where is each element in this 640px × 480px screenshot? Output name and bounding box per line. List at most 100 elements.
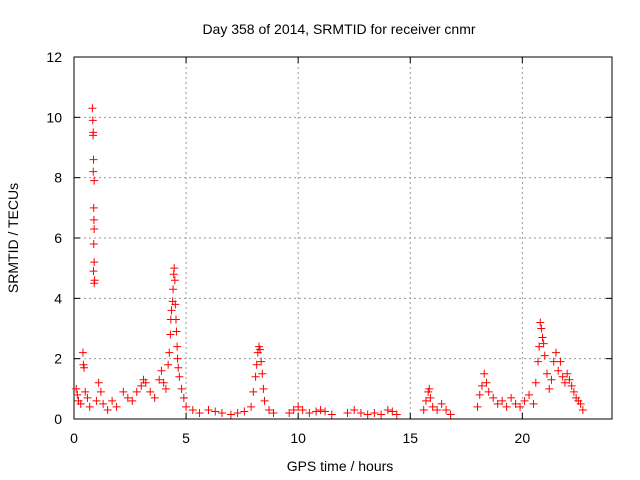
data-point	[175, 372, 184, 381]
data-point	[164, 360, 173, 369]
data-point	[321, 407, 330, 416]
data-point	[388, 407, 397, 416]
data-point	[260, 396, 269, 405]
data-point	[567, 381, 576, 390]
data-point	[123, 393, 132, 402]
data-point	[525, 390, 534, 399]
data-point	[165, 348, 174, 357]
data-point	[428, 402, 437, 411]
data-point	[96, 387, 105, 396]
data-point	[89, 131, 98, 140]
data-point	[531, 378, 540, 387]
data-point	[477, 381, 486, 390]
data-point	[484, 387, 493, 396]
data-point	[90, 258, 99, 267]
data-point	[316, 405, 325, 414]
data-point	[172, 327, 181, 336]
data-point	[78, 348, 87, 357]
data-point	[174, 363, 183, 372]
data-point	[112, 402, 121, 411]
y-tick-label: 12	[46, 49, 62, 65]
data-point	[233, 408, 242, 417]
gridlines	[74, 57, 612, 419]
data-point	[249, 387, 258, 396]
data-point	[539, 339, 548, 348]
data-point	[146, 387, 155, 396]
data-point	[166, 330, 175, 339]
data-point	[259, 384, 268, 393]
data-point	[377, 410, 386, 419]
data-point	[446, 410, 455, 419]
data-point	[576, 399, 585, 408]
y-tick-labels: 0 2 4 6 8 10 12	[46, 49, 62, 427]
data-point	[177, 384, 186, 393]
data-point	[536, 318, 545, 327]
data-point	[167, 306, 176, 315]
data-point	[99, 399, 108, 408]
data-point	[89, 267, 98, 276]
data-point	[294, 402, 303, 411]
data-point	[437, 399, 446, 408]
data-point	[76, 399, 85, 408]
data-point	[150, 393, 159, 402]
data-point	[433, 405, 442, 414]
data-point	[90, 224, 99, 233]
data-point	[132, 387, 141, 396]
data-point	[425, 384, 434, 393]
data-point	[489, 393, 498, 402]
data-point	[545, 384, 554, 393]
x-tick-labels: 0 5 10 15 20	[70, 430, 530, 446]
data-point	[251, 372, 260, 381]
data-point	[83, 393, 92, 402]
data-point	[85, 402, 94, 411]
data-point	[128, 396, 137, 405]
data-point	[258, 369, 267, 378]
data-point	[88, 104, 97, 113]
data-point	[247, 402, 256, 411]
x-axis-label: GPS time / hours	[287, 458, 394, 474]
data-point	[560, 378, 569, 387]
y-tick-label: 2	[54, 351, 62, 367]
data-point	[81, 387, 90, 396]
data-point	[498, 396, 507, 405]
x-tick-label: 20	[515, 430, 531, 446]
data-point	[265, 405, 274, 414]
data-point	[540, 351, 549, 360]
data-points	[72, 104, 587, 419]
axis-ticks	[73, 56, 612, 420]
data-point	[89, 203, 98, 212]
data-point	[119, 387, 128, 396]
data-point	[578, 405, 587, 414]
data-point	[211, 407, 220, 416]
data-point	[542, 369, 551, 378]
data-point	[327, 410, 336, 419]
data-point	[442, 405, 451, 414]
data-point	[537, 324, 546, 333]
data-point	[419, 405, 428, 414]
data-point	[473, 402, 482, 411]
data-point	[426, 393, 435, 402]
x-tick-label: 5	[182, 430, 190, 446]
data-point	[507, 393, 516, 402]
data-point	[565, 375, 574, 384]
data-point	[159, 378, 168, 387]
y-tick-label: 4	[54, 290, 62, 306]
data-point	[92, 396, 101, 405]
data-point	[169, 285, 178, 294]
data-point	[343, 408, 352, 417]
data-point	[171, 300, 180, 309]
data-point	[161, 384, 170, 393]
data-point	[226, 410, 235, 419]
data-point	[350, 405, 359, 414]
data-point	[556, 357, 565, 366]
x-tick-label: 15	[402, 430, 418, 446]
data-point	[73, 390, 82, 399]
data-point	[569, 387, 578, 396]
data-point	[89, 155, 98, 164]
data-point	[173, 342, 182, 351]
data-point	[170, 264, 179, 273]
data-point	[312, 407, 321, 416]
data-point	[298, 405, 307, 414]
data-point	[529, 399, 538, 408]
